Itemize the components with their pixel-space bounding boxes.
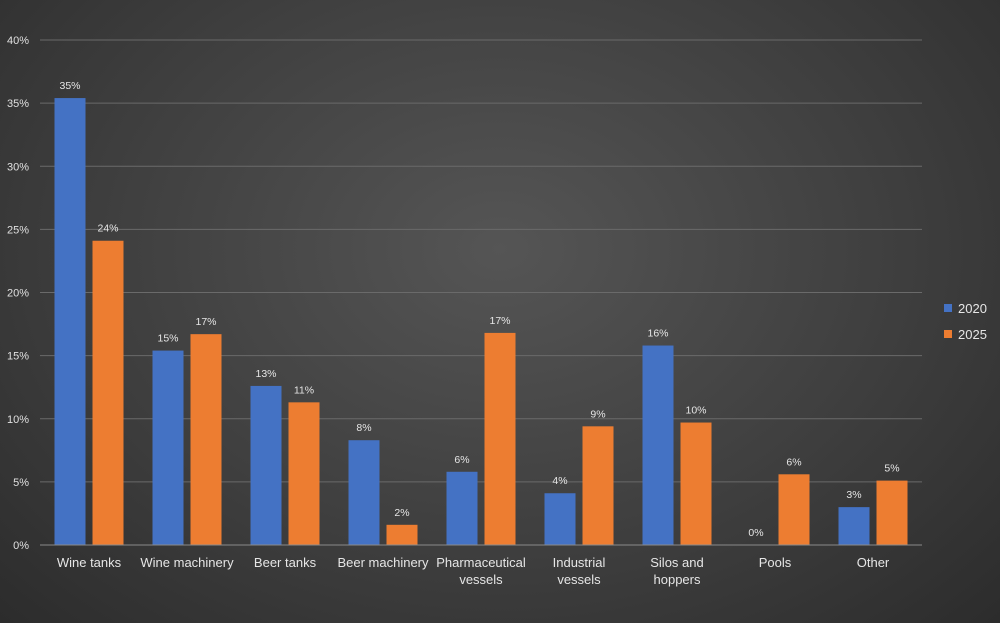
data-label: 6% bbox=[786, 456, 801, 468]
data-label: 15% bbox=[157, 333, 178, 345]
bar-2020 bbox=[544, 493, 576, 545]
legend-label-2025: 2025 bbox=[958, 327, 987, 342]
data-label: 17% bbox=[489, 315, 510, 327]
x-tick-label: Beer machinery bbox=[337, 555, 429, 570]
x-tick-label: Wine tanks bbox=[57, 555, 122, 570]
data-label: 24% bbox=[97, 223, 118, 235]
data-label: 17% bbox=[195, 316, 216, 328]
data-label: 5% bbox=[884, 463, 899, 475]
y-tick-label: 40% bbox=[7, 35, 29, 47]
data-label: 4% bbox=[552, 475, 567, 487]
bar-2025 bbox=[680, 422, 712, 545]
bar-2020 bbox=[152, 350, 184, 545]
x-axis: Wine tanks Wine machinery Beer tanks Beer m… bbox=[40, 544, 922, 587]
x-tick-label: Other bbox=[857, 555, 890, 570]
bar-2025 bbox=[778, 474, 810, 545]
data-label: 13% bbox=[255, 368, 276, 380]
y-tick-label: 30% bbox=[7, 161, 29, 173]
x-tick-label: Pharmaceutical vessels bbox=[436, 555, 526, 587]
bar-2020 bbox=[348, 440, 380, 545]
y-tick-label: 15% bbox=[7, 351, 29, 363]
y-tick-label: 0% bbox=[13, 540, 29, 552]
bar-2020 bbox=[250, 385, 282, 545]
y-tick-label: 20% bbox=[7, 288, 29, 300]
x-tick-label: Wine machinery bbox=[140, 555, 234, 570]
data-label: 6% bbox=[454, 454, 469, 466]
bar-2025 bbox=[190, 334, 222, 545]
bar-2025 bbox=[582, 426, 614, 545]
bar-2025 bbox=[484, 332, 516, 545]
y-axis-ticks: 0% 5% 10% 15% 20% 25% 30% 35% 40% bbox=[7, 35, 29, 552]
bar-2025 bbox=[386, 524, 418, 545]
bar-2020 bbox=[838, 507, 870, 545]
bar-2025 bbox=[92, 240, 124, 546]
data-label: 8% bbox=[356, 422, 371, 434]
data-labels: 35% 24% 15% 17% 13% 11% 8% 2% 6% 17% 4% 9% 16% 10% 0% 6… bbox=[59, 80, 899, 539]
data-label: 3% bbox=[846, 489, 861, 501]
bar-2025 bbox=[288, 402, 320, 545]
data-label: 0% bbox=[748, 527, 763, 539]
bar-2020 bbox=[446, 471, 478, 545]
x-tick-label: Beer tanks bbox=[254, 555, 317, 570]
legend: 2020 2025 bbox=[944, 301, 987, 342]
data-label: 2% bbox=[394, 507, 409, 519]
bar-2025 bbox=[876, 480, 908, 545]
data-label: 16% bbox=[647, 328, 668, 340]
x-tick-label: Industrial vessels bbox=[553, 555, 606, 587]
bars bbox=[54, 98, 908, 546]
legend-swatch-2020 bbox=[944, 304, 952, 312]
data-label: 10% bbox=[685, 405, 706, 417]
bar-2020 bbox=[642, 345, 674, 545]
data-label: 11% bbox=[294, 384, 314, 396]
bar-2020 bbox=[54, 98, 86, 545]
y-tick-label: 5% bbox=[13, 477, 29, 489]
y-tick-label: 35% bbox=[7, 98, 29, 110]
legend-swatch-2025 bbox=[944, 330, 952, 338]
x-tick-label: Silos and hoppers bbox=[650, 555, 703, 587]
x-tick-label: Pools bbox=[759, 555, 792, 570]
data-label: 9% bbox=[590, 408, 605, 420]
y-tick-label: 10% bbox=[7, 414, 29, 426]
legend-label-2020: 2020 bbox=[958, 301, 987, 316]
gridlines bbox=[40, 39, 922, 483]
data-label: 35% bbox=[59, 80, 80, 92]
y-tick-label: 25% bbox=[7, 224, 29, 236]
